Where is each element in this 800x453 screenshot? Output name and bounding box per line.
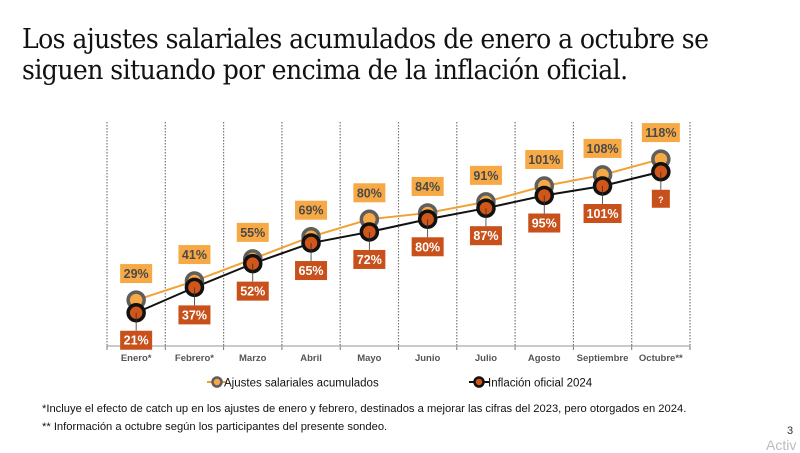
data-label-ajustes: 69% [299,204,324,218]
data-label-bg-ajustes [411,176,444,196]
series-line-ajustes [135,158,662,302]
data-label-inflacion: 87% [473,229,498,243]
data-label-ajustes: 118% [645,126,676,140]
x-tick-label: Abril [300,353,322,364]
x-tick-label: Octubre** [639,353,683,364]
data-label-bg-ajustes [236,222,269,242]
data-label-bg-inflacion [295,261,328,281]
legend-label-inflacion: Inflación oficial 2024 [488,378,593,390]
data-label-bg-inflacion [353,249,386,269]
data-label-bg-inflacion [651,189,670,208]
footnote-1: *Incluye el efecto de catch up en los aj… [42,403,687,415]
data-label-ajustes: 108% [587,142,619,156]
data-label-inflacion: 95% [532,217,557,231]
legend-label-ajustes: Ajustes salariales acumulados [224,378,379,390]
data-label-bg-ajustes [178,245,211,265]
data-label-ajustes: 91% [473,169,498,183]
footnote-2: ** Información a octubre según los parti… [42,421,388,433]
data-label-bg-inflacion [411,237,444,257]
series-line-inflacion [135,170,662,314]
data-label-inflacion: 37% [182,308,207,322]
data-label-bg-inflacion [236,281,269,301]
x-tick-label: Mayo [357,353,381,364]
data-label-bg-inflacion [178,305,211,325]
data-label-bg-ajustes [353,183,386,203]
x-tick-label: Agosto [528,353,561,364]
x-tick-label: Marzo [239,353,267,364]
data-label-inflacion: 52% [240,285,265,299]
data-label-ajustes: 29% [124,267,149,281]
data-label-bg-ajustes [120,264,153,284]
data-label-ajustes: 41% [182,248,207,262]
x-tick-label: Febrero* [175,353,214,364]
data-label-inflacion: 72% [357,253,382,267]
data-label-bg-inflacion [583,204,622,224]
legend-marker-ajustes [211,376,223,388]
title-line-2: siguen situando por encima de la inflaci… [22,55,628,86]
data-label-bg-ajustes [295,200,328,220]
data-label-bg-ajustes [525,150,564,170]
data-label-bg-inflacion [469,226,502,246]
data-label-bg-ajustes [583,138,622,158]
data-label-inflacion: 21% [124,334,149,348]
activation-watermark: Activ [766,437,797,453]
x-tick-label: Julio [475,353,497,364]
title-line-1: Los ajustes salariales acumulados de ene… [22,24,709,55]
data-label-ajustes: 84% [415,180,440,194]
data-label-bg-inflacion [120,330,153,350]
data-label-bg-ajustes [641,123,680,143]
data-label-ajustes: 55% [240,226,265,240]
slide-title: Los ajustes salariales acumulados de ene… [22,24,738,86]
page-number: 3 [787,425,794,437]
data-label-inflacion: 101% [587,207,619,221]
data-label-inflacion: 65% [299,264,324,278]
data-label-bg-ajustes [469,165,502,185]
legend-marker-inflacion [473,376,485,388]
data-label-bg-inflacion [528,213,561,233]
data-label-inflacion: ? [658,195,664,205]
x-tick-label: Septiembre [577,353,629,364]
data-label-ajustes: 80% [357,186,382,200]
x-tick-label: Junio [415,353,441,364]
data-label-ajustes: 101% [528,153,560,167]
x-tick-label: Enero* [121,353,152,364]
data-label-inflacion: 80% [415,240,440,254]
